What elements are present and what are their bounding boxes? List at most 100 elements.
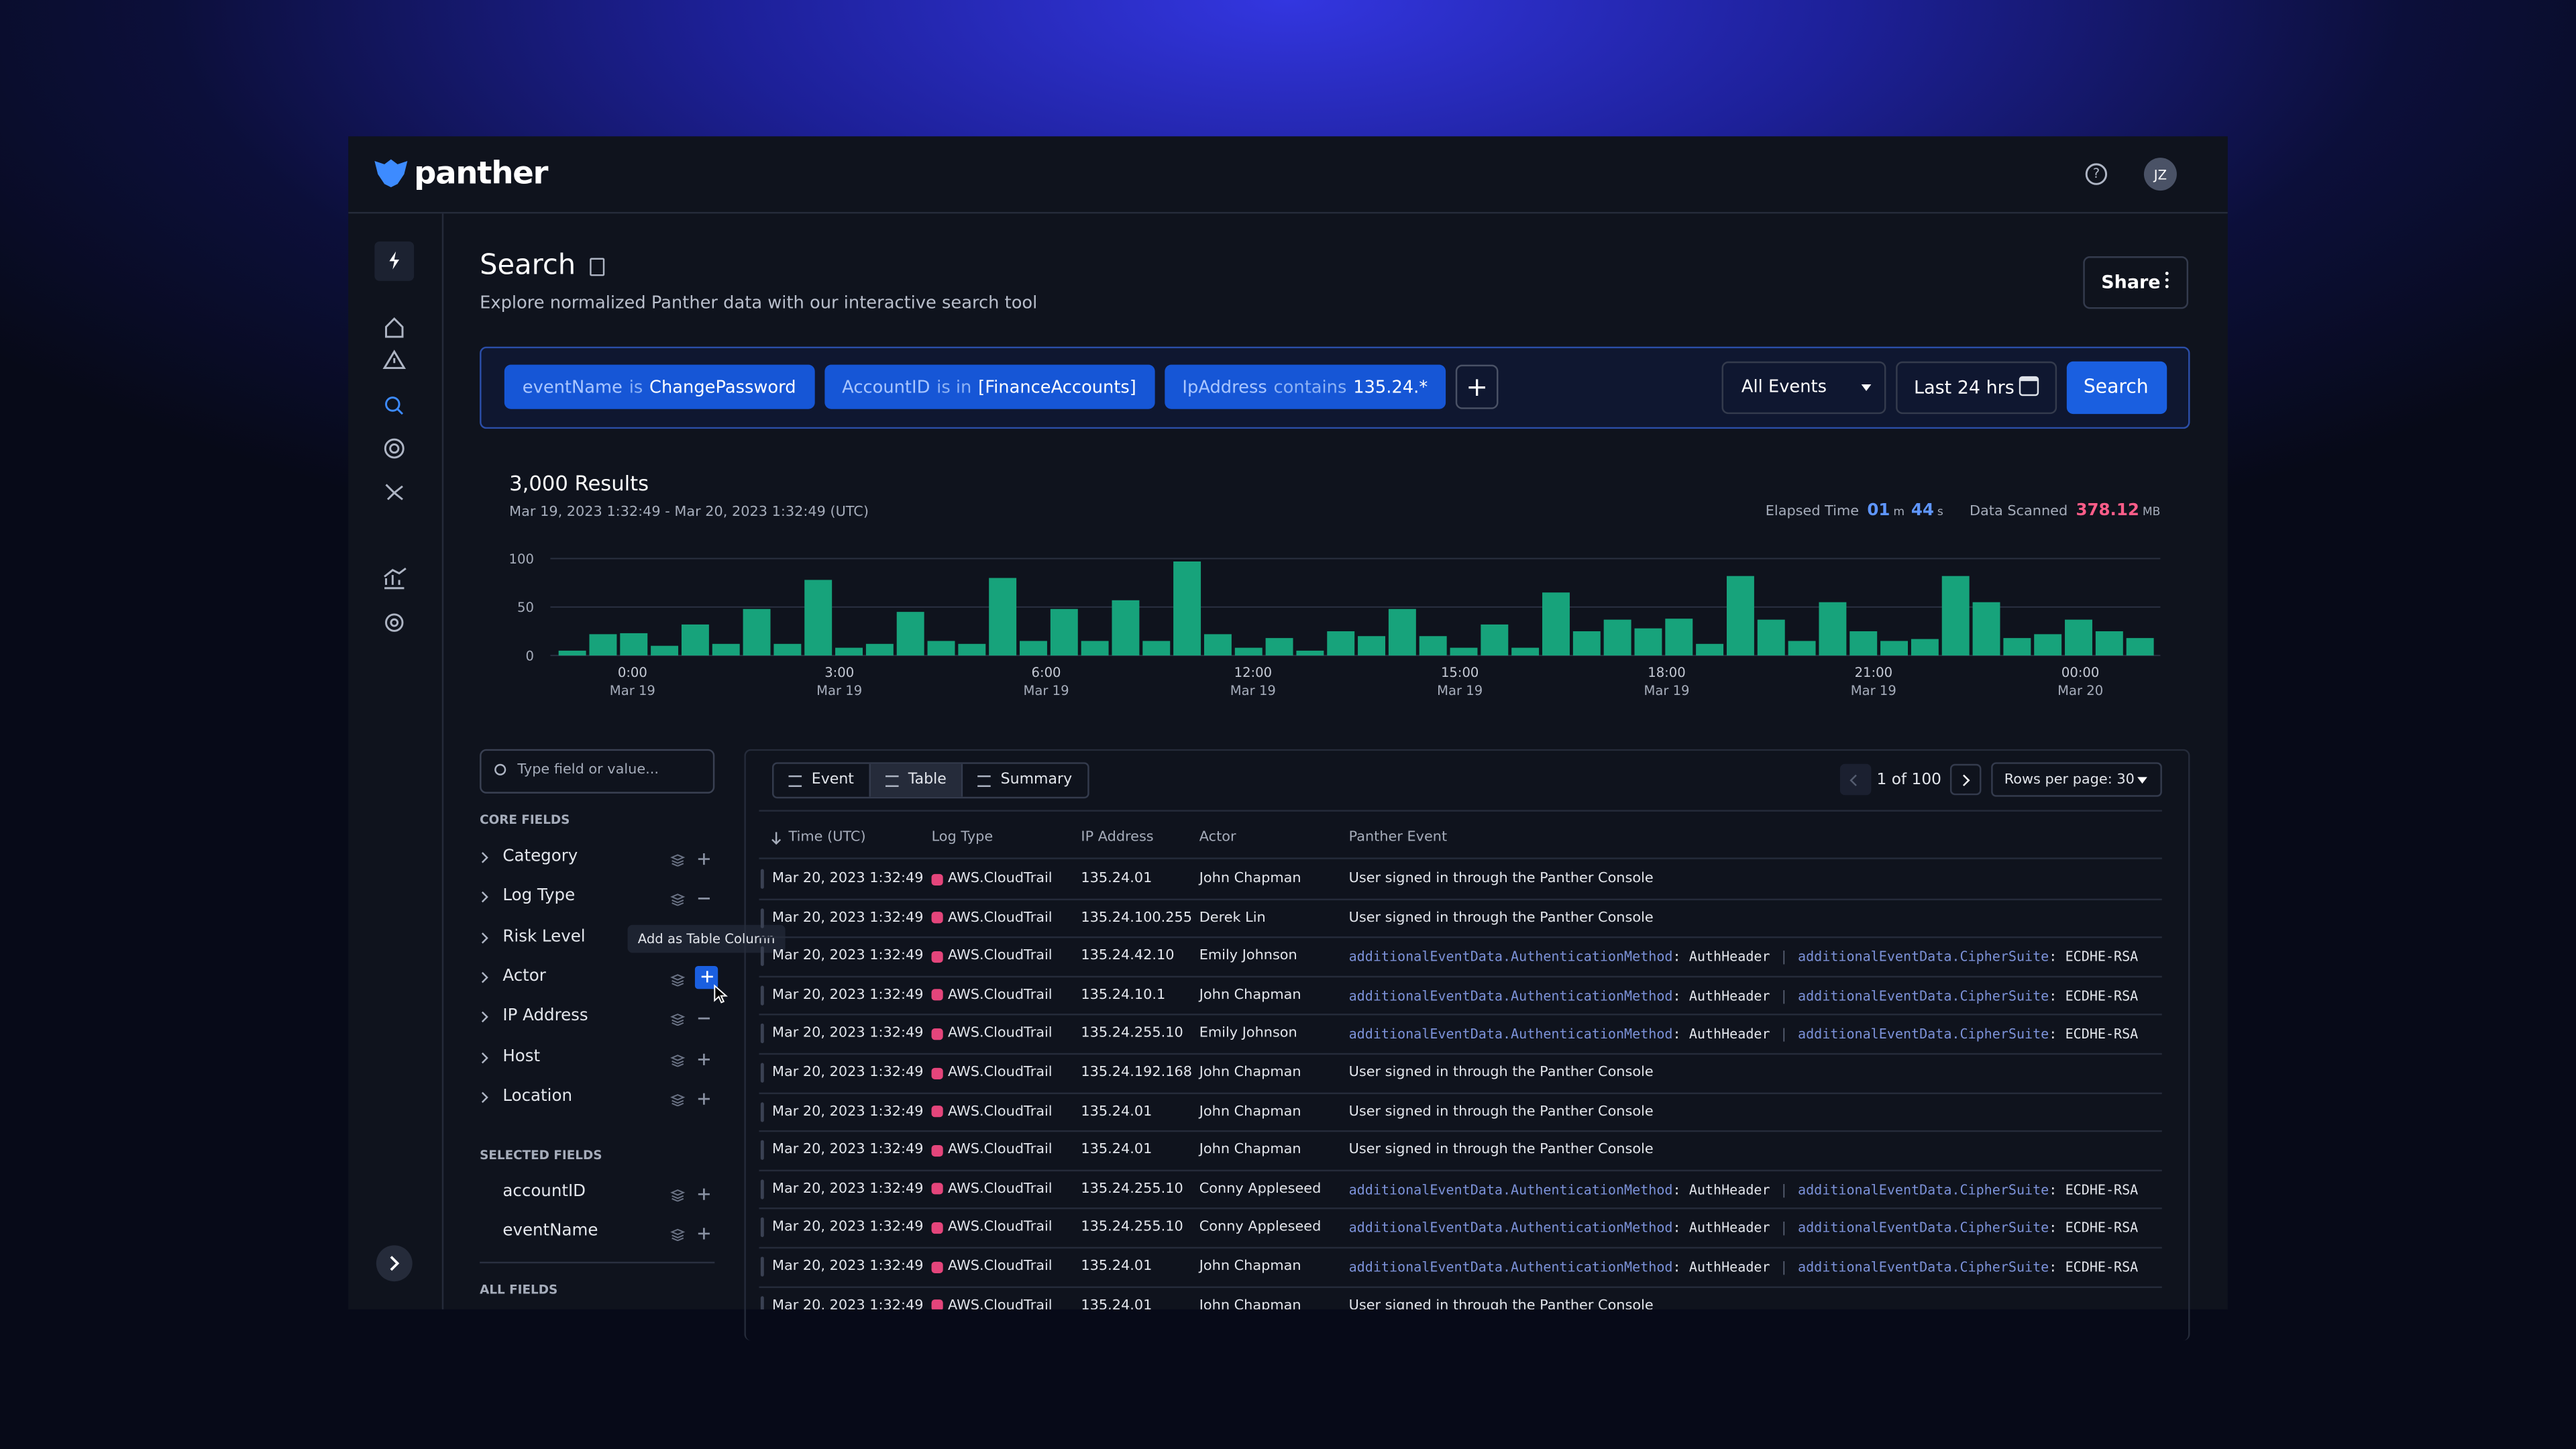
bar [865,643,894,656]
results-range: Mar 19, 2023 1:32:49 - Mar 20, 2023 1:32… [509,504,869,521]
field-name[interactable]: eventName [502,1222,598,1241]
y-tick-label: 100 [509,551,534,567]
table-row[interactable]: Mar 20, 2023 1:32:49 AWS.CloudTrail 135.24… [759,1130,2162,1171]
chevron-icon [481,1012,488,1023]
add-column[interactable] [696,1081,711,1113]
field-name[interactable]: Risk Level [502,927,586,946]
field-name[interactable]: Actor [502,967,546,986]
add-column[interactable] [696,1217,711,1248]
remove-column[interactable] [696,1002,711,1033]
nav-detect[interactable] [384,438,405,459]
field-name[interactable]: Category [502,847,578,866]
table-cell: Mar 20, 2023 1:32:49 [772,1220,923,1236]
filter-chip[interactable]: eventName is ChangePassword [504,364,814,409]
field-name[interactable]: Host [502,1047,541,1066]
field-name[interactable]: Location [502,1087,572,1106]
cell-event: User signed in through the Panther Conso… [1348,909,1654,926]
bar [681,624,709,656]
kv-sep: : [1672,987,1681,1004]
view-tab[interactable]: Summary [961,763,1087,797]
header-rule [759,857,2162,859]
column-header[interactable]: IP Address [1081,829,1154,846]
table-row[interactable]: Mar 20, 2023 1:32:49 AWS.CloudTrail 135.24… [759,1169,2162,1210]
table-row[interactable]: Mar 20, 2023 1:32:49 AWS.CloudTrail 135.24… [759,1247,2162,1288]
table-cell: John Chapman [1199,1142,1301,1159]
filter-chip[interactable]: IpAddress contains 135.24.* [1164,364,1446,409]
prev-page[interactable] [1839,763,1872,796]
kv-sep: : [2049,987,2057,1004]
nav-metrics[interactable] [384,568,407,590]
cell-log-type: AWS.CloudTrail [948,1258,1053,1275]
divider [480,1261,715,1264]
table-row[interactable]: Mar 20, 2023 1:32:49 AWS.CloudTrail 135.24… [759,1014,2162,1055]
table-cell: 135.24.01 [1081,1104,1152,1120]
nav-graph[interactable] [385,484,403,500]
cell-log-type: AWS.CloudTrail [948,987,1053,1004]
table-cell: User signed in through the Panther Conso… [1349,910,2162,926]
bar [1511,647,1540,656]
bar [1819,602,1847,656]
add-column[interactable] [696,1041,711,1073]
filter-chip[interactable]: AccountID is in [FinanceAccounts] [824,364,1155,409]
cursor [713,984,729,1004]
cell-log-type: AWS.CloudTrail [948,1220,1053,1236]
table-cell: 135.24.100.255 [1081,910,1192,926]
time-range[interactable] [1896,361,2057,415]
field-search[interactable] [480,749,715,794]
table-cell: 135.24.01 [1081,1142,1152,1159]
add-filter[interactable]: + [1455,364,1499,409]
field-search-placeholder: Type field or value... [517,762,659,779]
table-row[interactable]: Mar 20, 2023 1:32:49 AWS.CloudTrail 135.24… [759,936,2162,977]
table-row[interactable]: Mar 20, 2023 1:32:49 AWS.CloudTrail 135.24… [759,859,2162,900]
next-page[interactable] [1949,763,1982,796]
table-cell: Mar 20, 2023 1:32:49 [772,1258,923,1275]
table-row[interactable]: Mar 20, 2023 1:32:49 AWS.CloudTrail 135.24… [759,1208,2162,1249]
table-row[interactable]: Mar 20, 2023 1:32:49 AWS.CloudTrail 135.24… [759,1286,2161,1309]
bar [1911,639,1939,656]
stack-icon [670,961,686,993]
avatar[interactable] [2143,158,2177,191]
view-tab[interactable]: Event [773,764,869,797]
table-cell: Mar 20, 2023 1:32:49 [772,1104,923,1120]
field-name[interactable]: IP Address [502,1007,588,1026]
layers [670,894,686,907]
table-cell: Conny Appleseed [1199,1181,1322,1197]
bar [989,578,1017,656]
event-select[interactable] [1721,361,1886,415]
nav-settings[interactable] [385,613,404,632]
table-row[interactable]: Mar 20, 2023 1:32:49 AWS.CloudTrail 135.24… [759,975,2162,1016]
cell-actor: John Chapman [1199,870,1301,888]
column-header[interactable]: Actor [1199,829,1236,846]
cell-ip: 135.24.10.1 [1081,987,1166,1004]
table-cell: AWS.CloudTrail [931,871,1053,887]
caret [2137,776,2147,783]
cell-log-type: AWS.CloudTrail [948,909,1053,926]
column-header[interactable]: Log Type [931,829,994,846]
bar [2065,619,2092,656]
table-row[interactable]: Mar 20, 2023 1:32:49 AWS.CloudTrail 135.24… [759,898,2162,938]
rows-per-page[interactable] [1991,762,2162,797]
bar [1603,619,1631,656]
bar [1358,636,1386,656]
view-tab[interactable]: Table [869,763,961,797]
log-type-icon [931,873,943,885]
help-icon[interactable] [2085,163,2108,185]
table-cell: Mar 20, 2023 1:32:49 [772,987,923,1003]
row-handle [760,869,764,889]
sidebar-expand[interactable] [376,1245,413,1282]
table-cell: 135.24.01 [1081,1258,1152,1275]
column-header[interactable]: Panther Event [1348,829,1448,846]
field-name[interactable]: accountID [502,1183,586,1201]
table-row[interactable]: Mar 20, 2023 1:32:49 AWS.CloudTrail 135.24… [759,1092,2162,1132]
table-row[interactable]: Mar 20, 2023 1:32:49 AWS.CloudTrail 135.24… [759,1053,2162,1094]
nav-search[interactable] [385,396,400,412]
row-handle [760,1256,764,1277]
add-column[interactable] [696,1177,711,1208]
field-name[interactable]: Log Type [502,888,576,906]
remove-column[interactable] [696,881,711,913]
share-button[interactable] [2083,256,2189,309]
add-column[interactable] [696,842,711,873]
column-header[interactable]: Time (UTC) [788,829,866,846]
search-button[interactable] [2066,361,2167,415]
log-type-icon [931,951,943,963]
